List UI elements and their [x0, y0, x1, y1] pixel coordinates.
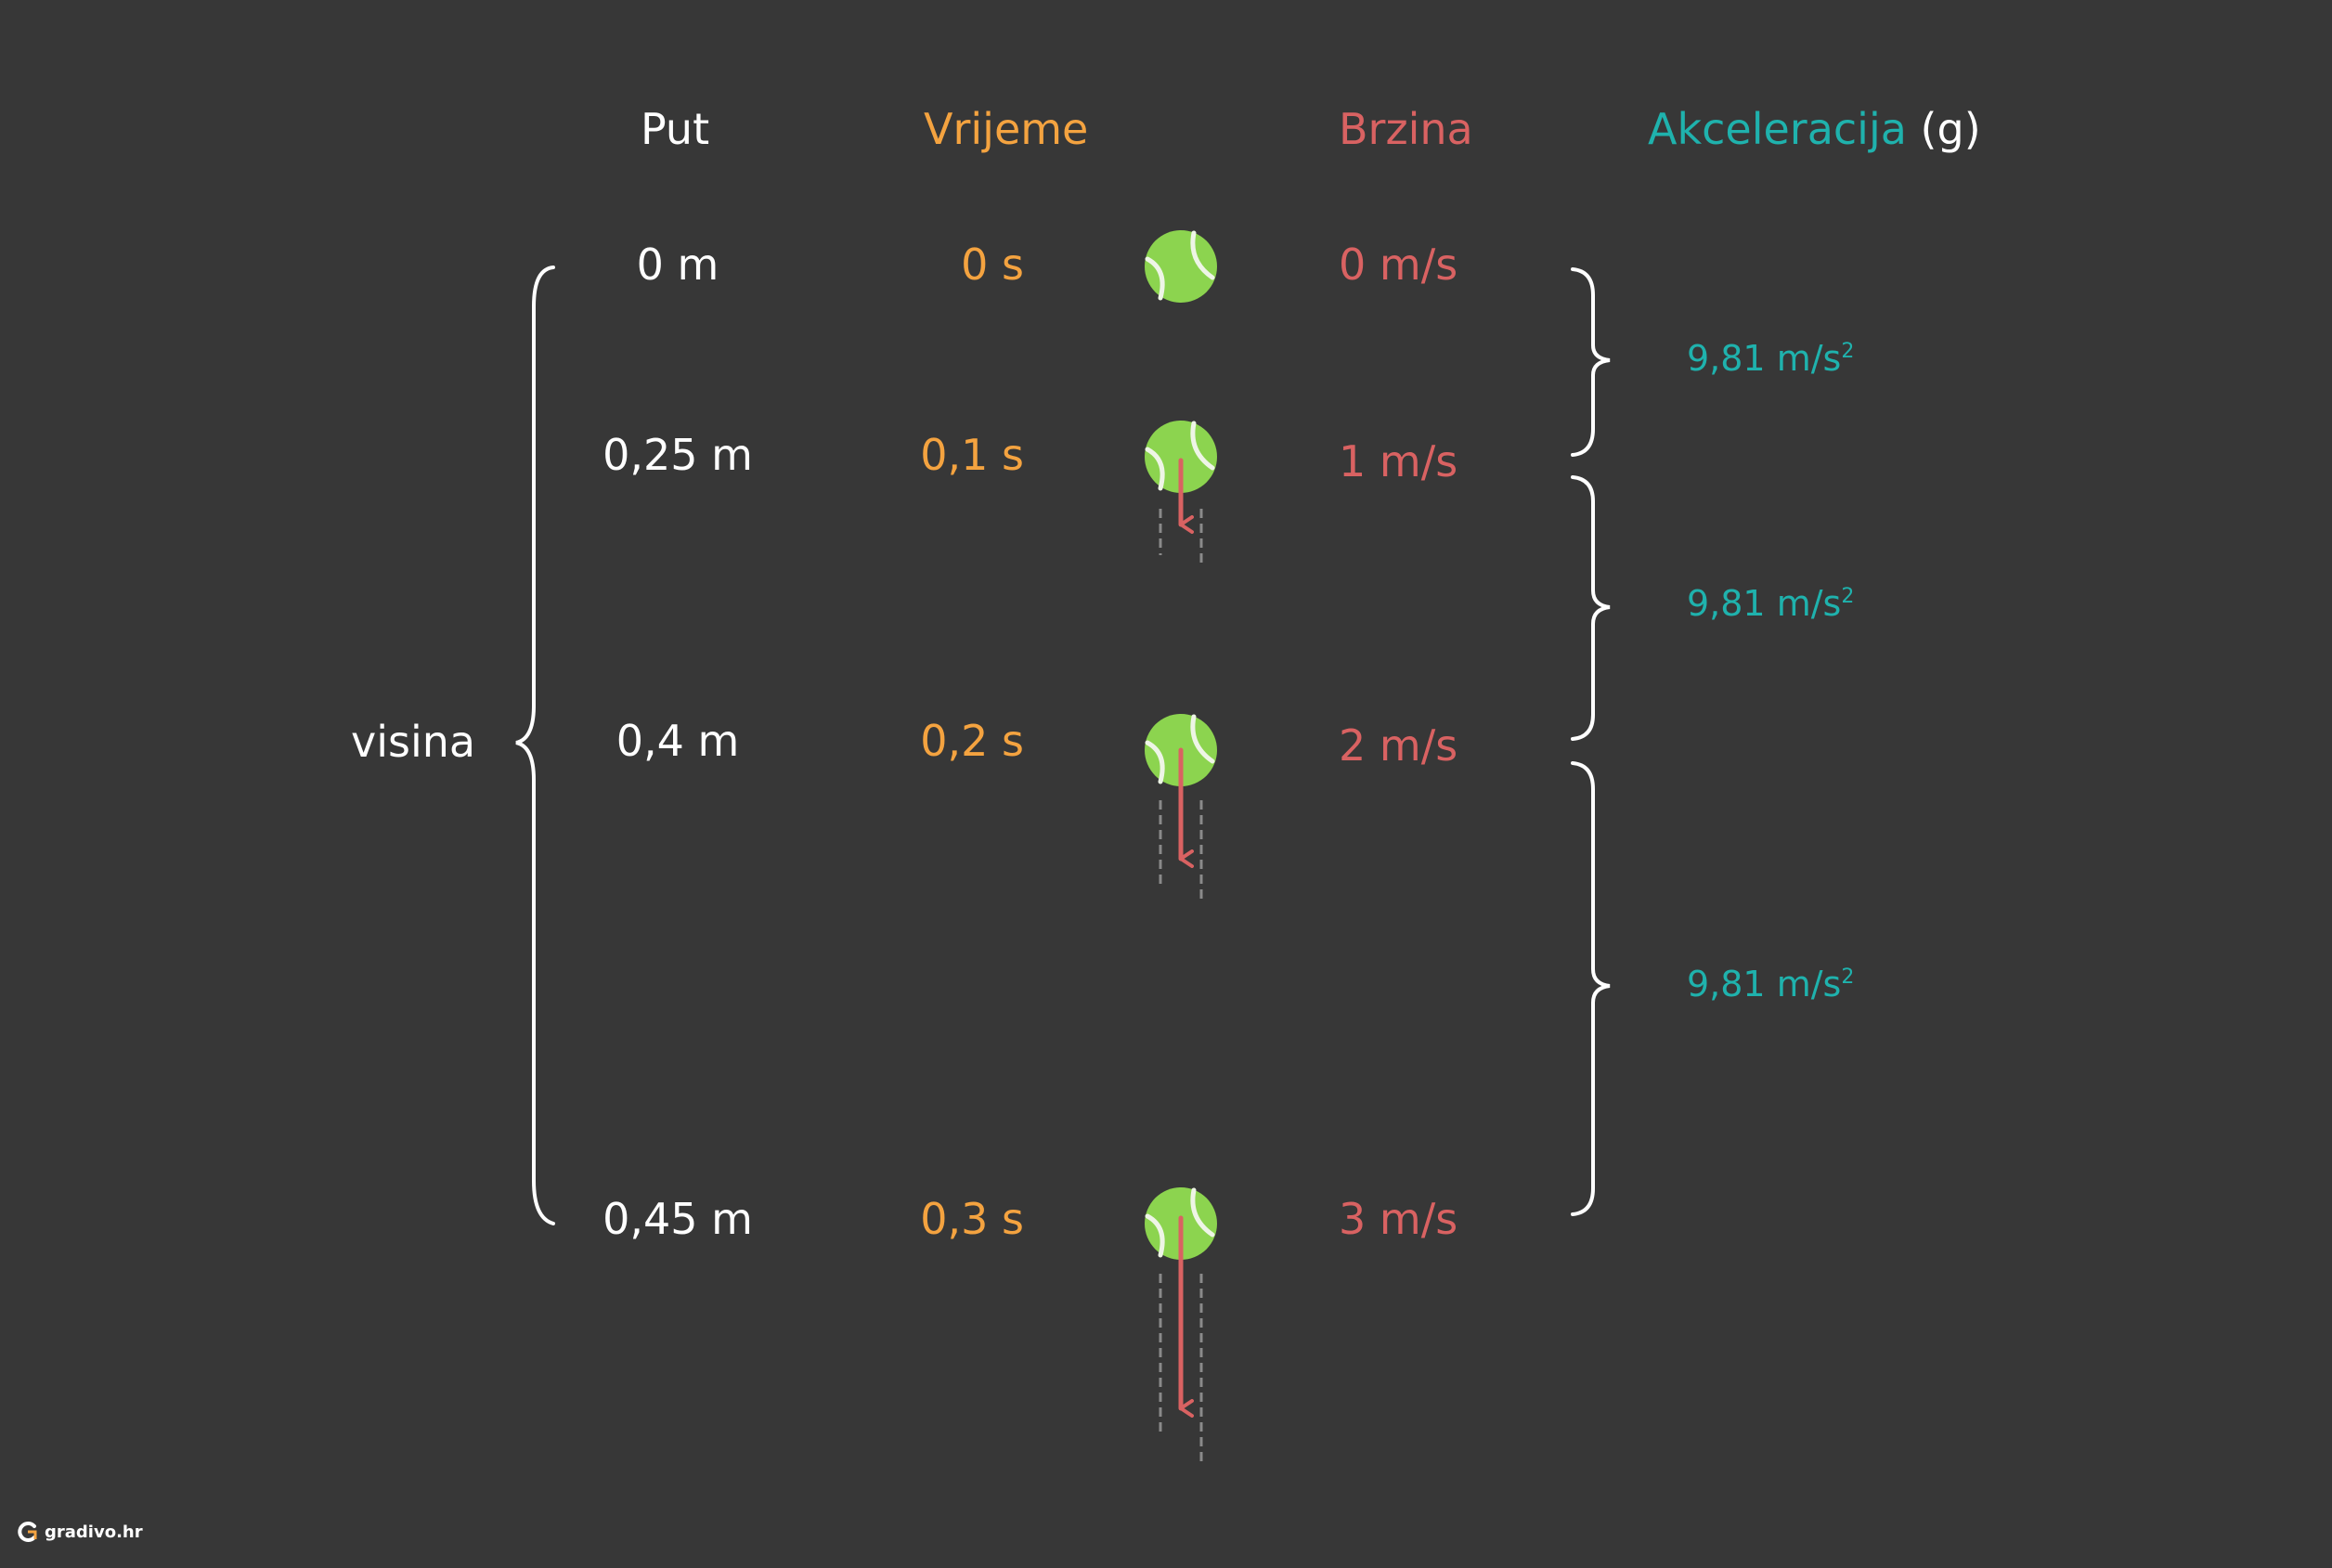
tennis-ball-icon	[1145, 230, 1217, 303]
gradivo-logo[interactable]: gradivo.hr	[17, 1521, 143, 1543]
acceleration-value-text: 9,81 m/s	[1687, 338, 1842, 379]
time-value: 0,2 s	[920, 716, 1024, 766]
acceleration-value-text: 9,81 m/s	[1687, 964, 1842, 1004]
distance-value: 0,45 m	[602, 1194, 753, 1244]
acceleration-value: 9,81 m/s2	[1687, 586, 1854, 621]
time-value: 0,3 s	[920, 1194, 1024, 1244]
acceleration-value-text: 9,81 m/s	[1687, 583, 1842, 624]
acceleration-exponent: 2	[1841, 340, 1855, 363]
acceleration-value: 9,81 m/s2	[1687, 341, 1854, 376]
acceleration-exponent: 2	[1841, 965, 1855, 989]
brace-icon	[1571, 761, 1611, 1216]
speed-value: 0 m/s	[1339, 240, 1458, 290]
brace-icon	[1571, 267, 1611, 457]
header-acceleration: Akceleracija (g)	[1648, 108, 1981, 150]
header-time: Vrijeme	[924, 104, 1089, 154]
height-label: visina	[351, 717, 476, 767]
speed-guides	[1159, 509, 1203, 1467]
speed-value: 1 m/s	[1339, 436, 1458, 486]
distance-value: 0,4 m	[615, 716, 740, 766]
gradivo-logo-icon	[18, 1522, 37, 1542]
distance-value: 0,25 m	[602, 430, 753, 480]
acceleration-exponent: 2	[1841, 585, 1855, 608]
time-value: 0 s	[961, 240, 1024, 290]
header-acceleration-symbol: (g)	[1920, 104, 1981, 154]
speed-value: 3 m/s	[1339, 1194, 1458, 1244]
speed-value: 2 m/s	[1339, 720, 1458, 771]
header-speed: Brzina	[1339, 104, 1473, 154]
brace-icon	[515, 266, 555, 1225]
brace-icon	[1571, 475, 1611, 741]
logo-text: gradivo.hr	[45, 1522, 143, 1542]
header-distance: Put	[641, 104, 710, 154]
time-value: 0,1 s	[920, 430, 1024, 480]
header-acceleration-label: Akceleracija	[1648, 104, 1907, 154]
acceleration-value: 9,81 m/s2	[1687, 966, 1854, 1002]
distance-value: 0 m	[636, 240, 719, 290]
